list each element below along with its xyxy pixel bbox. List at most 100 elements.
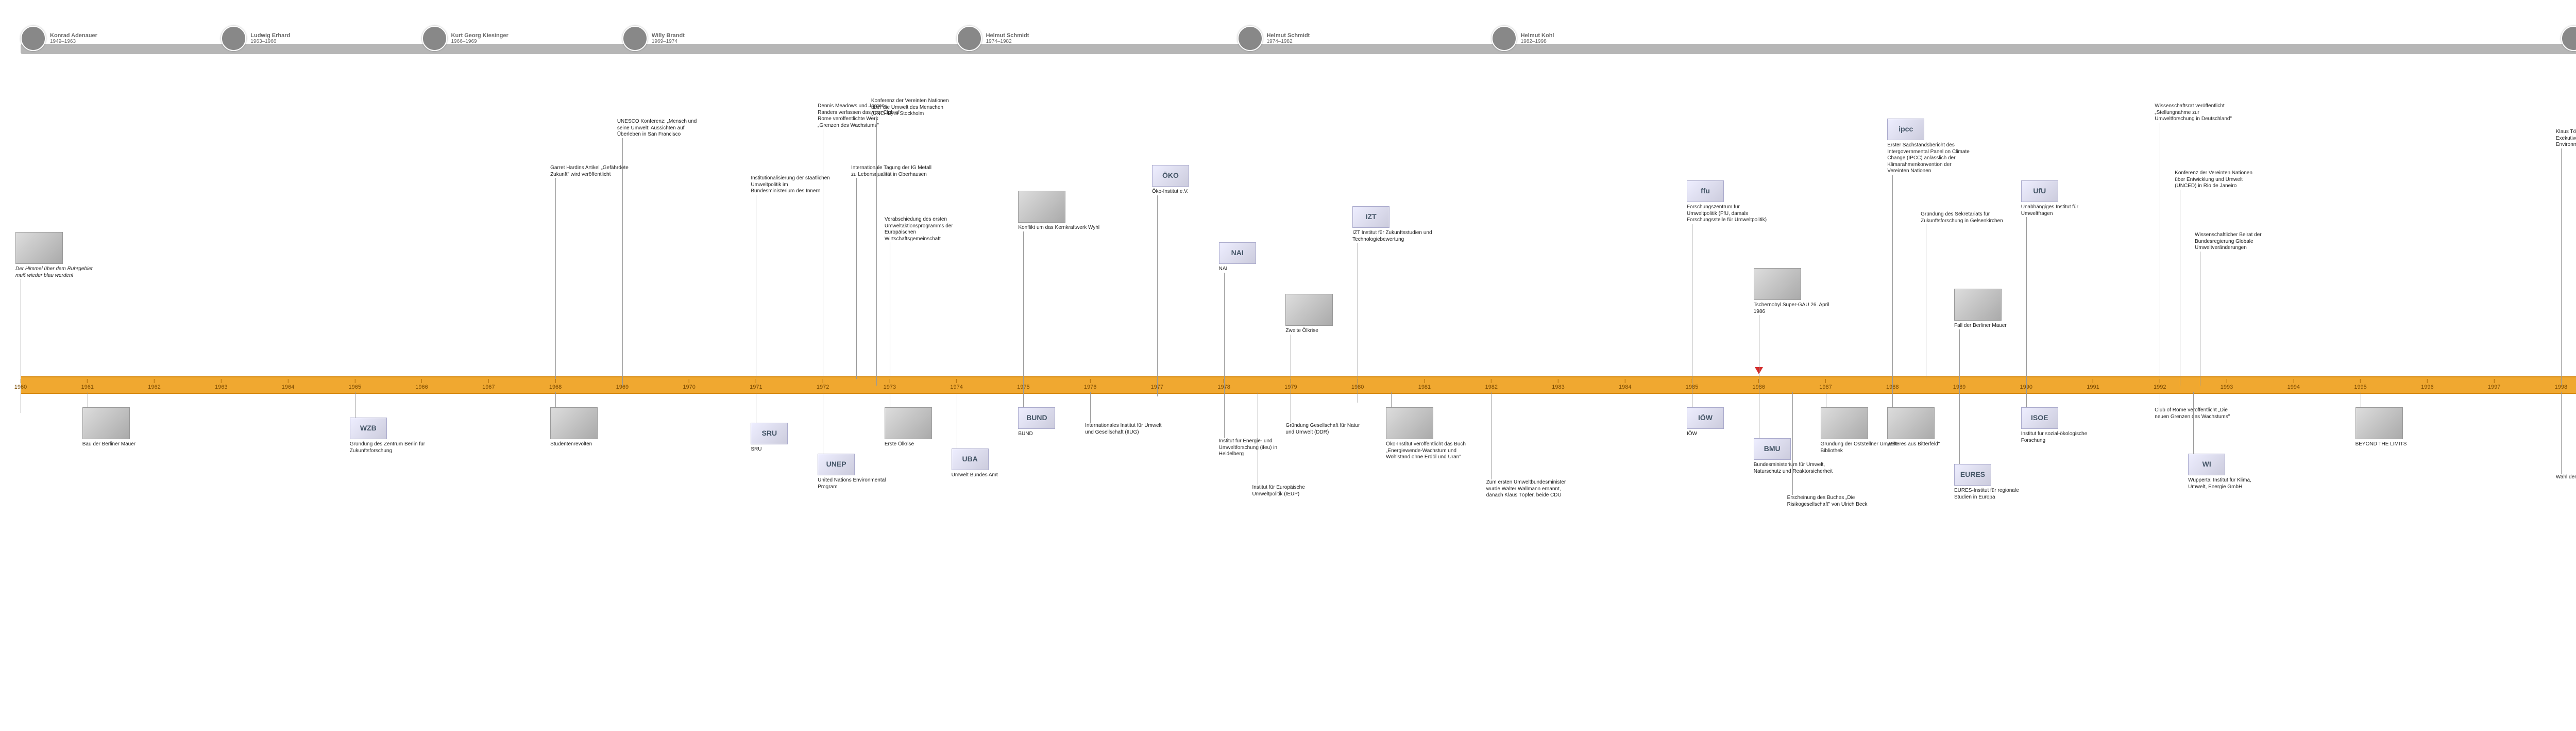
event: Konflikt um das Kernkraftwerk Wyhl xyxy=(1018,191,1100,231)
event-logo: UNEP xyxy=(818,454,855,475)
event-text: Zweite Ölkrise xyxy=(1285,328,1368,335)
chancellor-photo xyxy=(422,26,447,51)
chancellor-years: 1974–1982 xyxy=(1267,39,1310,44)
event: UNESCO Konferenz: „Mensch und seine Umwe… xyxy=(617,119,700,138)
event: Club of Rome veröffentlicht „Die neuen G… xyxy=(2155,407,2237,420)
timeline-axis xyxy=(21,376,2576,394)
event: Erscheinung des Buches „Die Risikogesell… xyxy=(1787,495,1870,508)
event: Internationales Institut für Umwelt und … xyxy=(1085,423,1167,436)
event: Zweite Ölkrise xyxy=(1285,294,1368,335)
year-1965: 1965 xyxy=(349,379,361,390)
event-text: Tschernobyl Super-GAU 26. April 1986 xyxy=(1754,302,1836,315)
event: Wissenschaftlicher Beirat der Bundesregi… xyxy=(2195,232,2277,252)
chancellor-name: Ludwig Erhard xyxy=(250,32,290,39)
event-image xyxy=(885,407,932,439)
timeline-container: Konrad Adenauer1949–1963Ludwig Erhard196… xyxy=(0,0,2576,731)
event-logo: SRU xyxy=(751,423,788,444)
event-text: Öko-Institut veröffentlicht das Buch „En… xyxy=(1386,441,1468,461)
event-text: Institutionalisierung der staatlichen Um… xyxy=(751,175,833,195)
event-logo: IZT xyxy=(1352,206,1389,228)
event-image xyxy=(1821,407,1868,439)
chancellor-gerhard-schröder: Gerhard Schröder1998–2005 xyxy=(2561,26,2576,51)
event: UNEPUnited Nations Environmental Program xyxy=(818,454,900,490)
event: Erste Ölkrise xyxy=(885,407,967,448)
event-text: Studentenrevolten xyxy=(550,441,633,448)
event: Zum ersten Umweltbundesminister wurde Wa… xyxy=(1486,479,1569,499)
year-1993: 1993 xyxy=(2221,379,2233,390)
chancellor-name: Konrad Adenauer xyxy=(50,32,97,39)
event-logo: IÖW xyxy=(1687,407,1724,429)
event-logo: UBA xyxy=(952,448,989,470)
event-logo: ÖKO xyxy=(1152,165,1189,187)
event: IÖWIÖW xyxy=(1687,407,1769,438)
event: Institutionalisierung der staatlichen Um… xyxy=(751,175,833,195)
event-text: UNESCO Konferenz: „Mensch und seine Umwe… xyxy=(617,119,700,138)
event: Verabschiedung des ersten Umweltaktionsp… xyxy=(885,217,967,242)
event-image xyxy=(1285,294,1333,326)
event-image xyxy=(550,407,598,439)
event: Gründung des Sekretariats für Zukunftsfo… xyxy=(1921,211,2003,224)
event-logo: ipcc xyxy=(1887,119,1924,140)
year-1962: 1962 xyxy=(148,379,160,390)
year-1994: 1994 xyxy=(2287,379,2300,390)
event: UfUUnabhängiges Institut für Umweltfrage… xyxy=(2021,180,2104,217)
event: Klaus Töpfer – Wahl zum Exekutivdirektor… xyxy=(2556,129,2576,148)
chancellor-ludwig-erhard: Ludwig Erhard1963–1966 xyxy=(221,26,290,51)
year-1991: 1991 xyxy=(2087,379,2099,390)
event: Der Himmel über dem Ruhrgebiet muß wiede… xyxy=(15,232,98,279)
event-text: Bau der Berliner Mauer xyxy=(82,441,165,448)
event-logo: WI xyxy=(2188,454,2225,475)
event: Bau der Berliner Mauer xyxy=(82,407,165,448)
event: Fall der Berliner Mauer xyxy=(1954,289,2037,329)
event: IZTIZT Institut für Zukunftsstudien und … xyxy=(1352,206,1435,243)
event-text: Klaus Töpfer – Wahl zum Exekutivdirektor… xyxy=(2556,129,2576,148)
event-logo: EURES xyxy=(1954,464,1991,486)
year-1981: 1981 xyxy=(1418,379,1431,390)
event-text: Verabschiedung des ersten Umweltaktionsp… xyxy=(885,217,967,242)
year-1967: 1967 xyxy=(482,379,495,390)
event-text: Zum ersten Umweltbundesminister wurde Wa… xyxy=(1486,479,1569,499)
event-text: Institut für Europäische Umweltpolitik (… xyxy=(1252,485,1335,497)
event-text: Konflikt um das Kernkraftwerk Wyhl xyxy=(1018,225,1100,231)
event: WIWuppertal Institut für Klima, Umwelt, … xyxy=(2188,454,2270,490)
event-text: BEYOND THE LIMITS xyxy=(2355,441,2438,448)
chancellor-name: Willy Brandt xyxy=(652,32,685,39)
event-text: Erster Sachstandsbericht des Intergovern… xyxy=(1887,142,1970,175)
chancellor-years: 1949–1963 xyxy=(50,39,97,44)
chancellor-helmut-schmidt: Helmut Schmidt1974–1982 xyxy=(957,26,1029,51)
event-text: Umwelt Bundes Amt xyxy=(952,472,1034,479)
event-image xyxy=(1887,407,1935,439)
event-text: Der Himmel über dem Ruhrgebiet muß wiede… xyxy=(15,266,98,279)
event: Öko-Institut veröffentlicht das Buch „En… xyxy=(1386,407,1468,461)
chancellor-name: Helmut Schmidt xyxy=(1267,32,1310,39)
year-1987: 1987 xyxy=(1819,379,1832,390)
year-1974: 1974 xyxy=(950,379,962,390)
event: ffuForschungszentrum für Umweltpolitik (… xyxy=(1687,180,1769,224)
event: Garret Hardins Artikel „Gefährdete Zukun… xyxy=(550,165,633,178)
event-text: Gründung Gesellschaft für Natur und Umwe… xyxy=(1285,423,1368,436)
event-text: Öko-Institut e.V. xyxy=(1152,189,1234,195)
year-1964: 1964 xyxy=(282,379,294,390)
event-text: Club of Rome veröffentlicht „Die neuen G… xyxy=(2155,407,2237,420)
event-text: Internationales Institut für Umwelt und … xyxy=(1085,423,1167,436)
chancellor-photo xyxy=(21,26,46,51)
event-text: SRU xyxy=(751,446,833,453)
event: Institut für Energie- und Umweltforschun… xyxy=(1219,438,1301,458)
event-text: Internationale Tagung der IG Metall zu L… xyxy=(851,165,934,178)
event: EURESEURES-Institut für regionale Studie… xyxy=(1954,464,2037,501)
chancellor-years: 1969–1974 xyxy=(652,39,685,44)
event-text: Wissenschaftsrat veröffentlicht „Stellun… xyxy=(2155,103,2237,123)
event: Institut für Europäische Umweltpolitik (… xyxy=(1252,485,1335,497)
chancellor-photo xyxy=(957,26,982,51)
event-text: Konferenz der Vereinten Nationen über di… xyxy=(871,98,954,118)
chancellor-photo xyxy=(1492,26,1517,51)
year-1966: 1966 xyxy=(415,379,428,390)
event: Wissenschaftsrat veröffentlicht „Stellun… xyxy=(2155,103,2237,123)
event-logo: NAI xyxy=(1219,242,1256,264)
event: ÖKO Öko-Institut e.V. xyxy=(1152,165,1234,195)
year-1995: 1995 xyxy=(2354,379,2366,390)
year-1976: 1976 xyxy=(1084,379,1096,390)
event-image xyxy=(1386,407,1433,439)
event: Gründung Gesellschaft für Natur und Umwe… xyxy=(1285,423,1368,436)
event-text: Wissenschaftlicher Beirat der Bundesregi… xyxy=(2195,232,2277,252)
